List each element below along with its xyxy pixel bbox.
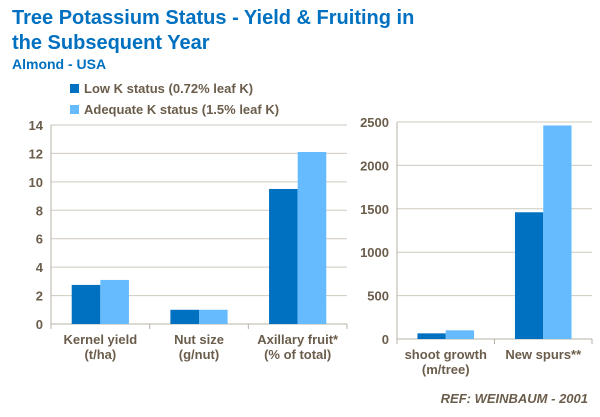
y-tick-label: 0 (36, 317, 43, 332)
x-category-label: New spurs** (505, 347, 582, 362)
x-category-label: shoot growth (405, 347, 487, 362)
legend-label: Adequate K status (1.5% leaf K) (84, 102, 280, 117)
bar-adequate-k (100, 279, 129, 324)
x-category-label: Axillary fruit* (257, 332, 339, 347)
y-tick-label: 2000 (360, 158, 389, 173)
y-tick-label: 6 (36, 232, 43, 247)
x-category-label: Nut size (174, 332, 224, 347)
chart-title: Tree Potassium Status - Yield & Fruiting… (12, 7, 415, 54)
y-tick-label: 2500 (360, 115, 389, 130)
x-category-label: (% of total) (264, 347, 331, 362)
x-category-label: (m/tree) (422, 362, 470, 377)
legend-item-adequate-k: Adequate K status (1.5% leaf K) (70, 102, 279, 117)
y-tick-label: 1500 (360, 202, 389, 217)
bar-adequate-k (199, 309, 228, 324)
x-category-label: Kernel yield (63, 332, 137, 347)
bar-adequate-k (445, 330, 475, 339)
legend-swatch (70, 105, 79, 114)
bar-low-k (170, 309, 199, 324)
y-tick-label: 12 (29, 146, 43, 161)
y-tick-label: 8 (36, 203, 43, 218)
bar-low-k (71, 284, 101, 324)
legend-item-low-k: Low K status (0.72% leaf K) (70, 81, 253, 96)
y-tick-label: 1000 (360, 245, 389, 260)
chart-subtitle: Almond - USA (12, 56, 107, 72)
reference: REF: WEINBAUM - 2001 (440, 391, 588, 406)
y-tick-label: 0 (382, 332, 389, 347)
x-category-label: (g/nut) (179, 347, 219, 362)
y-tick-label: 500 (367, 289, 389, 304)
y-tick-label: 4 (36, 260, 44, 275)
y-tick-label: 2 (36, 289, 43, 304)
legend-label: Low K status (0.72% leaf K) (84, 81, 254, 96)
x-category-label: (t/ha) (84, 347, 116, 362)
legend-swatch (70, 84, 79, 93)
bar-adequate-k (297, 152, 327, 324)
y-tick-label: 10 (29, 175, 43, 190)
bar-low-k (417, 333, 446, 339)
bar-low-k (269, 188, 298, 324)
bar-adequate-k (543, 125, 572, 339)
y-tick-label: 14 (29, 118, 44, 133)
bar-low-k (514, 212, 544, 339)
